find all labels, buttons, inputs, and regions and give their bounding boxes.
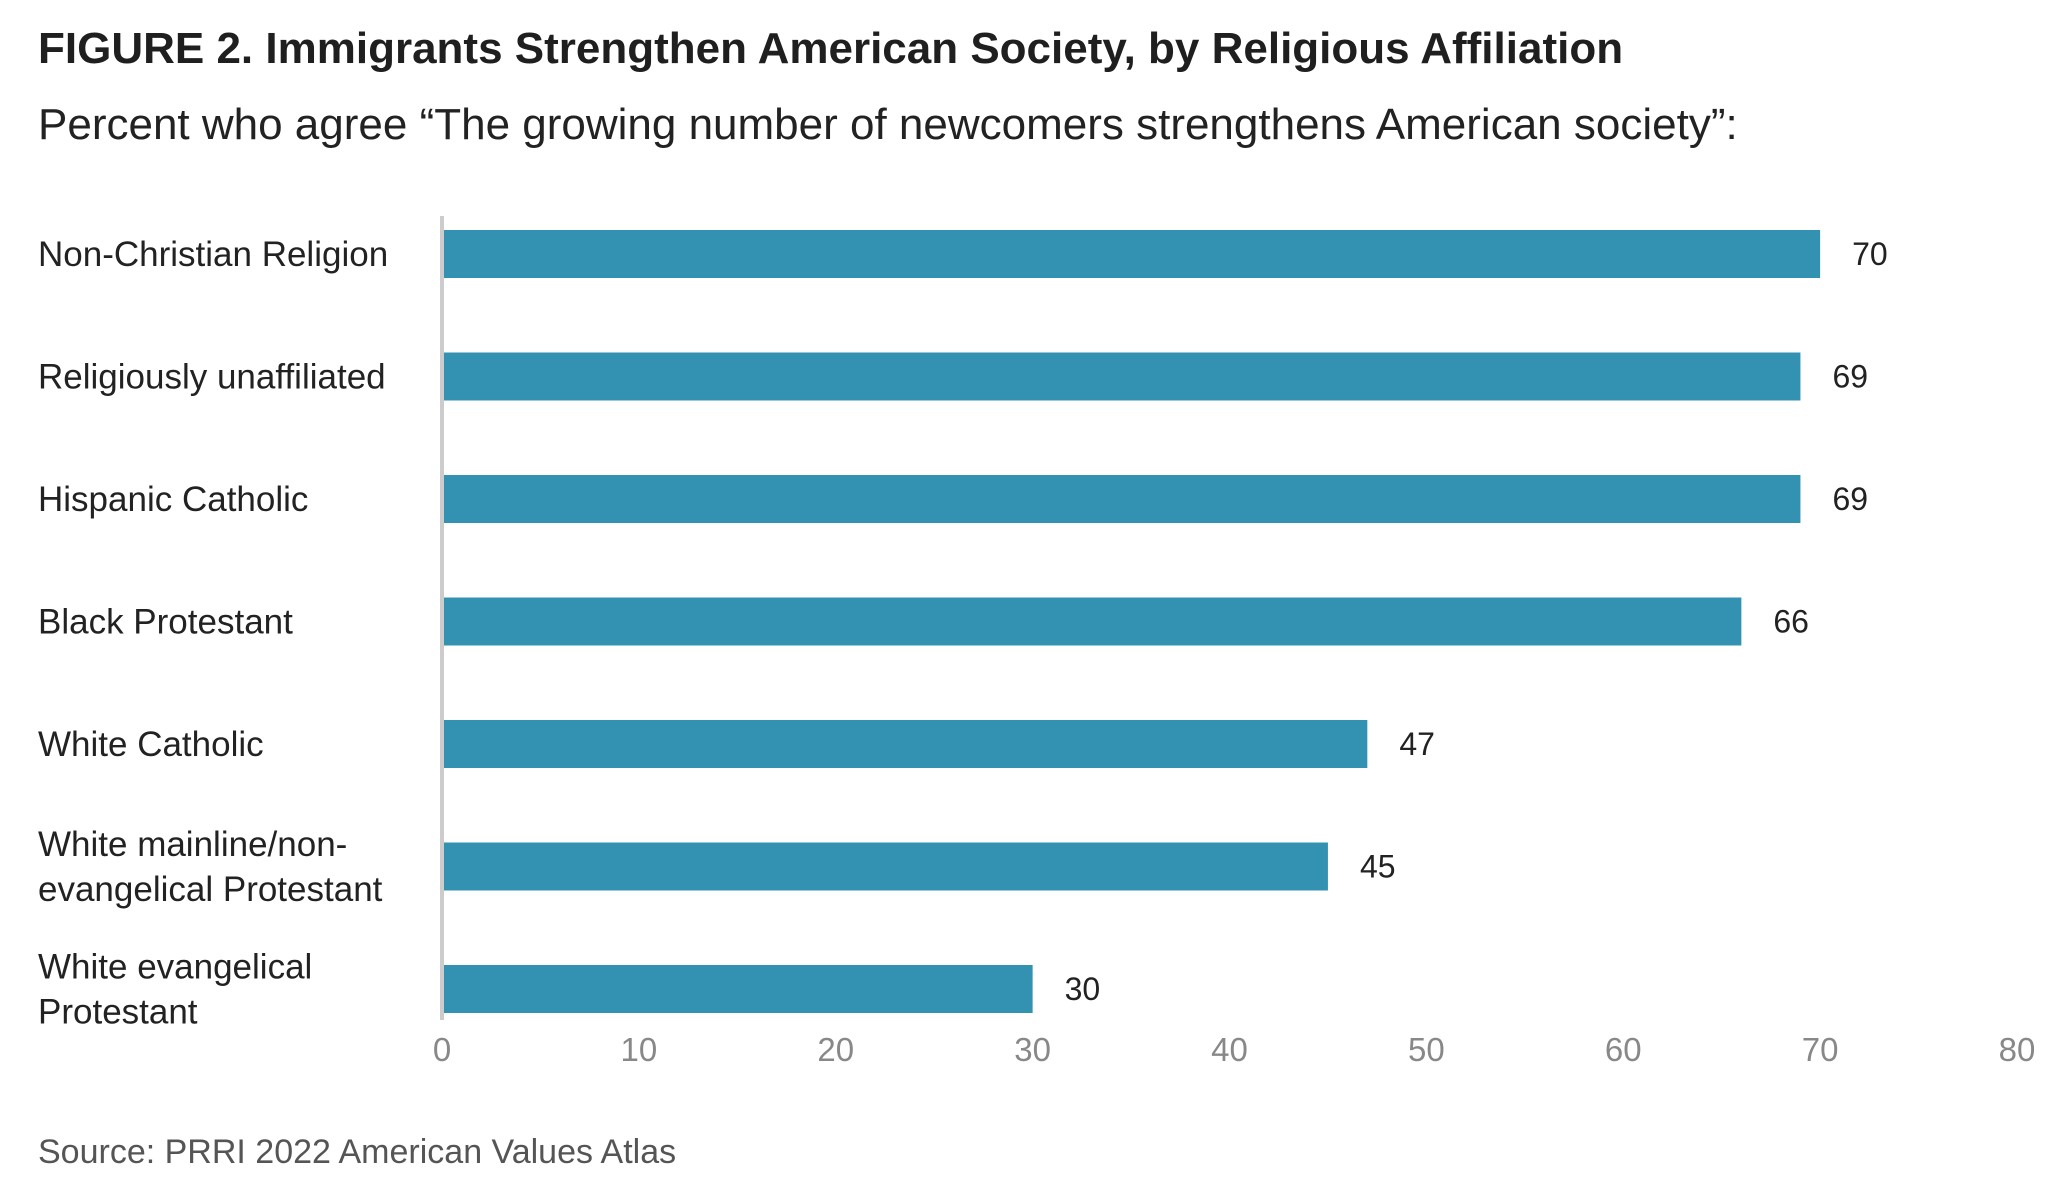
bar: [444, 965, 1033, 1013]
category-label: White Catholic: [38, 725, 264, 764]
category-label-line: Black Protestant: [38, 603, 293, 642]
category-label-line: Religiously unaffiliated: [38, 358, 386, 397]
x-tick-label: 60: [1605, 1031, 1642, 1068]
x-tick-label: 0: [433, 1031, 451, 1068]
source-note: Source: PRRI 2022 American Values Atlas: [38, 1133, 677, 1171]
category-label: Hispanic Catholic: [38, 480, 308, 519]
category-labels-layer: Non-Christian Religion Religiously unaffi…: [38, 235, 388, 1032]
category-label-line: White Catholic: [38, 725, 264, 764]
bar: [444, 597, 1742, 646]
category-label: White mainline/non-evangelical Protestan…: [38, 825, 383, 909]
category-label-line: Protestant: [38, 993, 198, 1032]
bar-value-label: 70: [1852, 236, 1888, 272]
x-tick-label: 50: [1408, 1031, 1445, 1068]
bar: [444, 475, 1801, 523]
bar: [444, 720, 1368, 768]
bar-value-label: 66: [1773, 604, 1809, 640]
x-tick-label: 40: [1211, 1031, 1248, 1068]
chart-title: FIGURE 2. Immigrants Strengthen American…: [38, 24, 1624, 73]
bar: [444, 842, 1328, 891]
category-label: Black Protestant: [38, 603, 293, 642]
x-tick-label: 80: [1999, 1031, 2036, 1068]
bars-layer: [444, 230, 1821, 1013]
category-label-line: Hispanic Catholic: [38, 480, 308, 519]
category-label-line: evangelical Protestant: [38, 870, 383, 909]
x-tick-label: 20: [817, 1031, 854, 1068]
bar-value-label: 30: [1065, 971, 1101, 1007]
bar: [444, 352, 1801, 401]
x-tick-label: 10: [621, 1031, 658, 1068]
bar-value-label: 69: [1832, 359, 1868, 395]
bar-value-label: 45: [1360, 849, 1396, 885]
category-label-line: White evangelical: [38, 948, 312, 987]
bar-value-label: 69: [1832, 481, 1868, 517]
chart-subtitle: Percent who agree “The growing number of…: [38, 100, 1738, 149]
category-label: Non-Christian Religion: [38, 235, 388, 274]
bar-value-label: 47: [1399, 726, 1435, 762]
value-labels-layer: 70 69 69 66 47 45 30: [1065, 236, 1888, 1007]
x-tick-label: 70: [1802, 1031, 1839, 1068]
category-label-line: Non-Christian Religion: [38, 235, 388, 274]
bar: [444, 230, 1821, 278]
category-label: Religiously unaffiliated: [38, 358, 386, 397]
category-label-line: White mainline/non-: [38, 825, 347, 864]
category-label: White evangelical Protestant: [38, 948, 312, 1032]
x-tick-label: 30: [1014, 1031, 1051, 1068]
x-axis-ticks-layer: 0 10 20 30 40 50 60 70 80: [433, 1031, 2036, 1068]
